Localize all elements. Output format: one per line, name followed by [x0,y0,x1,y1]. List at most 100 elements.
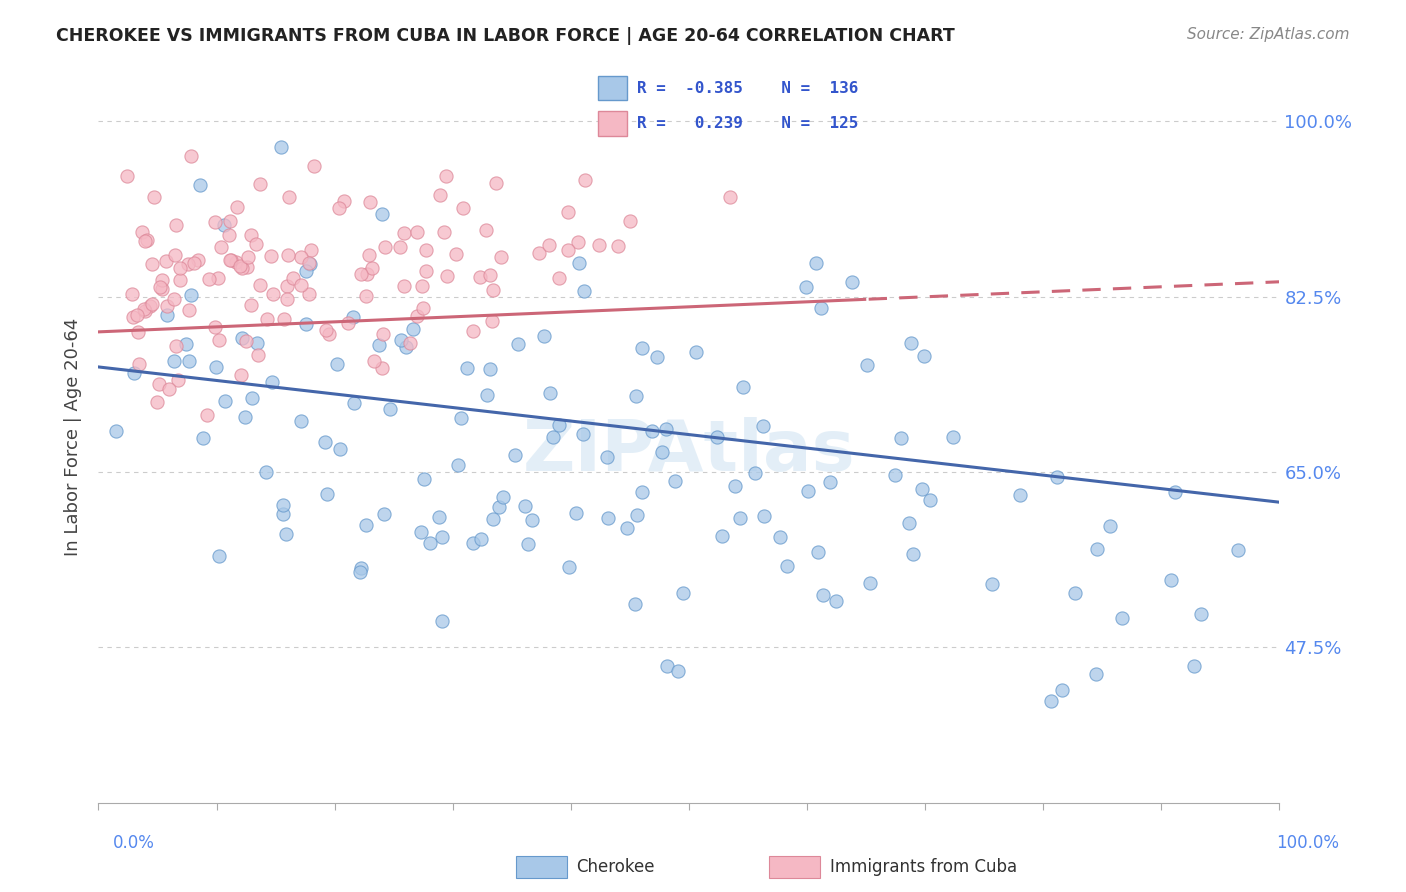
Point [315,323,337,337]
Text: R =  -0.385    N =  136: R = -0.385 N = 136 [637,80,859,95]
Point [533,329,555,343]
Point [572,427,595,442]
Point [233,410,256,425]
Point [177,302,200,317]
Point [810,301,832,316]
Point [389,240,412,254]
Point [143,190,166,204]
Point [127,326,149,340]
Point [236,250,259,264]
Point [470,533,492,547]
Point [247,348,270,362]
Point [912,349,935,363]
Point [485,176,508,190]
Point [239,298,262,312]
Point [824,594,846,608]
Point [451,201,474,215]
Point [204,320,226,334]
Point [430,530,453,544]
Point [565,506,588,520]
Point [208,333,231,347]
Point [671,586,693,600]
Point [290,277,312,292]
Point [1182,658,1205,673]
Point [389,334,412,348]
Point [135,233,157,247]
Point [1160,573,1182,587]
Point [515,499,537,513]
Point [245,237,267,252]
Text: Cherokee: Cherokee [576,858,655,876]
Point [776,558,799,573]
Point [371,360,394,375]
Text: 0.0%: 0.0% [112,834,155,852]
Point [706,430,728,444]
Point [290,414,312,428]
Point [141,257,163,271]
Point [209,240,232,254]
Point [283,271,305,285]
Point [225,200,247,214]
Point [298,256,321,270]
Point [371,207,394,221]
Point [329,442,352,457]
Point [651,445,673,459]
Point [325,357,347,371]
Point [146,394,169,409]
Point [141,296,163,310]
Point [299,243,322,257]
Point [818,475,841,489]
Point [427,509,450,524]
Point [218,227,240,242]
Point [685,344,707,359]
Point [841,275,863,289]
Point [434,169,457,183]
Point [942,430,965,444]
Point [481,314,503,328]
Point [187,252,209,267]
Point [432,614,454,628]
Point [405,225,427,239]
Text: R =   0.239    N =  125: R = 0.239 N = 125 [637,116,859,131]
Point [492,490,515,504]
Point [236,260,259,274]
Point [503,449,526,463]
Point [619,213,641,227]
Text: ZIPAtlas: ZIPAtlas [523,417,855,486]
Point [105,424,128,438]
Point [606,239,628,253]
Point [177,354,200,368]
Point [231,261,253,276]
Point [456,361,478,376]
Point [475,223,498,237]
Point [596,511,619,525]
Point [920,493,942,508]
Point [537,238,560,252]
Point [295,263,318,277]
Point [412,301,434,315]
Point [1046,470,1069,484]
Point [155,254,177,268]
Point [180,149,202,163]
Point [911,482,934,496]
Point [752,418,775,433]
Point [271,499,294,513]
Point [254,465,277,479]
Point [664,474,686,488]
Point [336,316,359,330]
Point [197,408,219,422]
Point [314,434,336,449]
Point [1164,485,1187,500]
Point [890,431,912,445]
Point [482,511,505,525]
Point [371,326,394,341]
Point [1008,488,1031,502]
Point [349,267,371,281]
Point [395,340,418,354]
Point [240,228,263,243]
Point [328,201,350,215]
Point [373,507,395,521]
Bar [599,76,627,101]
Point [165,218,187,232]
Point [204,214,226,228]
